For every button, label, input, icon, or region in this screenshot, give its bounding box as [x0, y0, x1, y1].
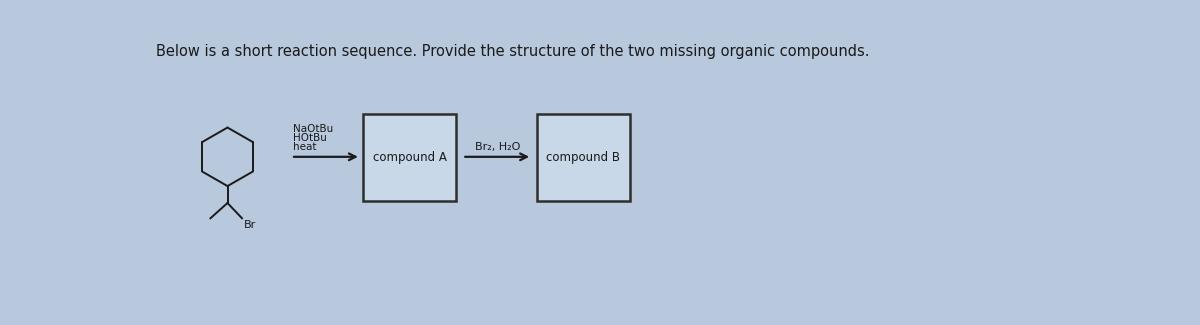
Text: HOtBu: HOtBu	[293, 133, 326, 143]
Bar	[536, 114, 630, 201]
Text: Below is a short reaction sequence. Provide the structure of the two missing org: Below is a short reaction sequence. Prov…	[156, 45, 870, 59]
Text: heat: heat	[293, 142, 316, 152]
Text: compound A: compound A	[373, 151, 446, 164]
Bar	[364, 114, 456, 201]
Text: compound B: compound B	[546, 151, 620, 164]
Text: Br₂, H₂O: Br₂, H₂O	[474, 142, 520, 152]
Text: Br: Br	[245, 220, 257, 230]
Text: NaOtBu: NaOtBu	[293, 124, 332, 135]
